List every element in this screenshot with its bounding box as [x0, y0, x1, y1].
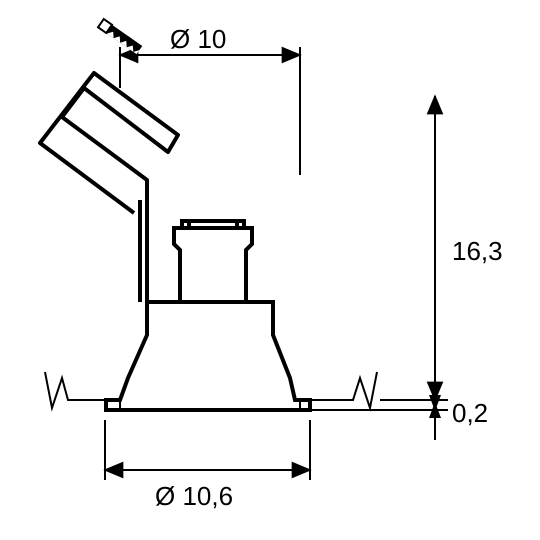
- ceiling: [45, 372, 377, 410]
- spring-clip: [40, 73, 178, 302]
- dim-width: Ø 10,6: [105, 420, 310, 511]
- dim-width-label: Ø 10,6: [155, 481, 233, 511]
- fixture-body: [106, 221, 310, 410]
- dim-flange: 0,2: [310, 395, 488, 440]
- dim-height: 16,3: [435, 96, 503, 400]
- dim-flange-label: 0,2: [452, 398, 488, 428]
- dim-hole-diameter-label: Ø 10: [170, 24, 226, 54]
- dim-height-label: 16,3: [452, 236, 503, 266]
